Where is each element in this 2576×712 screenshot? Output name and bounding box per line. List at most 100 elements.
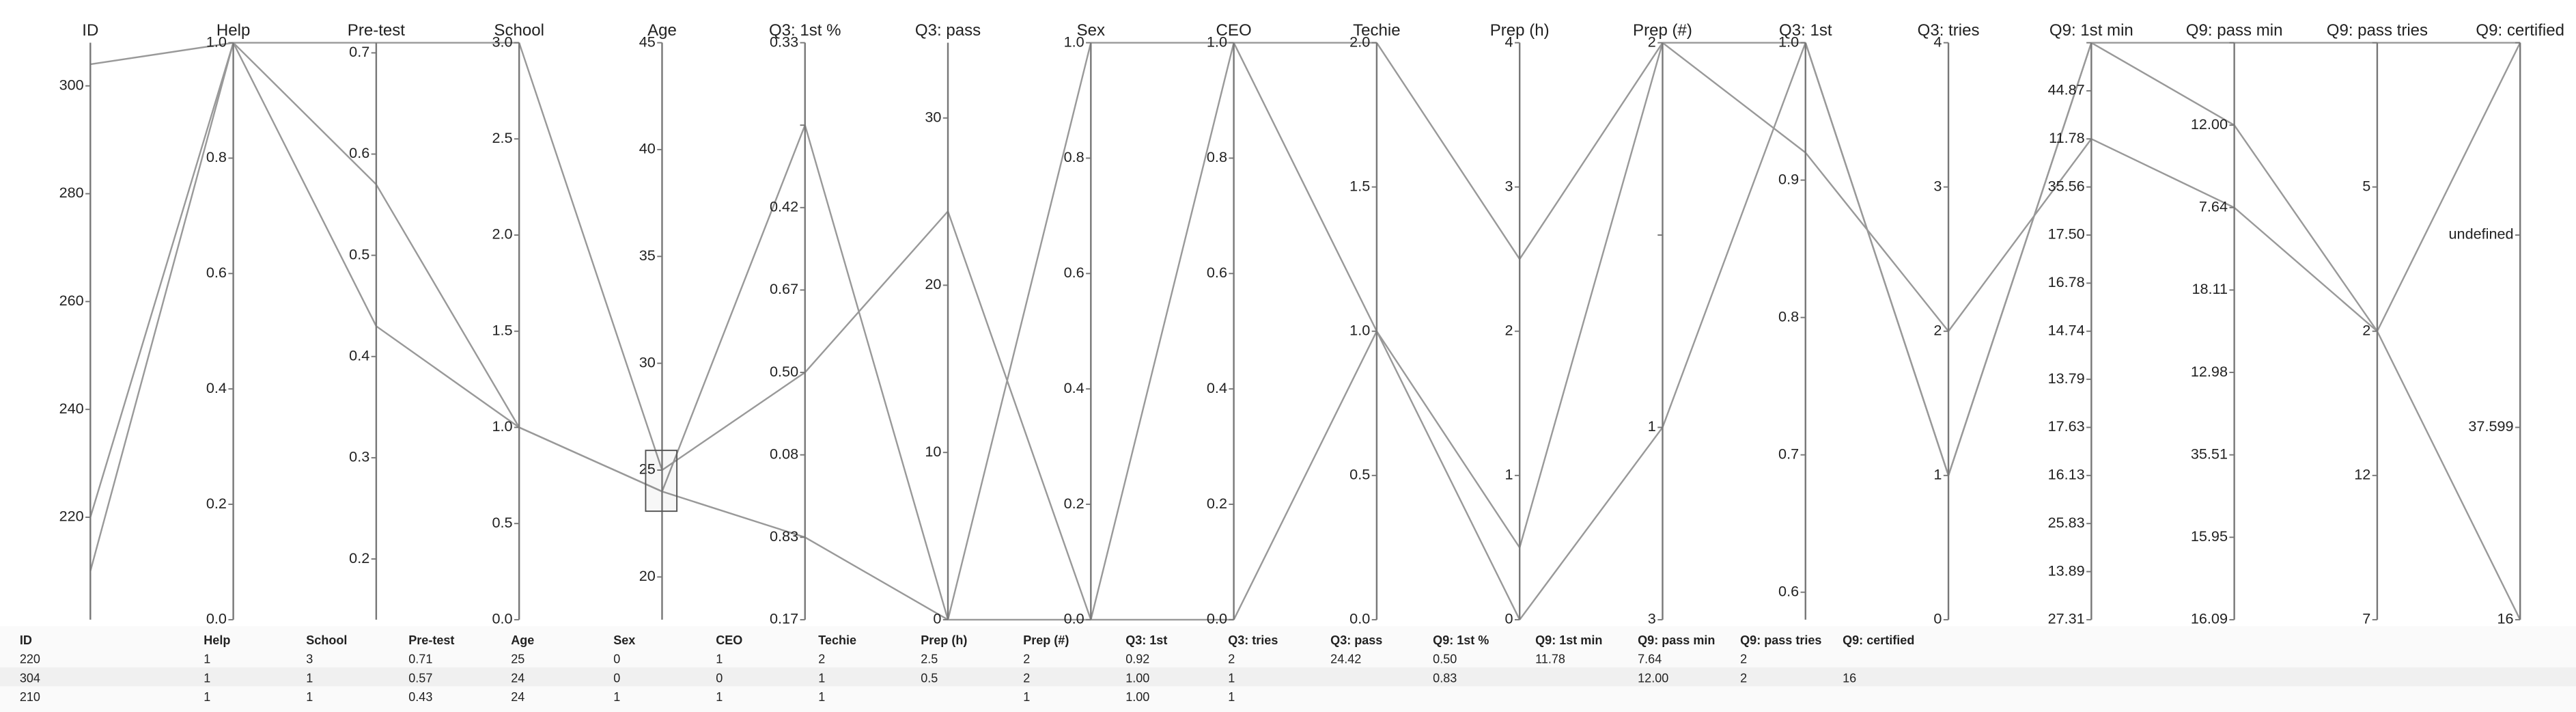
table-header: Techie bbox=[818, 633, 856, 647]
tick-label: 3 bbox=[1505, 177, 1513, 194]
tick-label: 30 bbox=[925, 108, 941, 125]
tick-label: 1.5 bbox=[492, 321, 512, 338]
table-header: Q9: pass tries bbox=[1740, 633, 1821, 647]
table-cell: 1 bbox=[716, 653, 723, 666]
table-header: Prep (h) bbox=[921, 633, 967, 647]
polyline-segment bbox=[232, 42, 377, 185]
polyline-segment bbox=[1947, 42, 2092, 476]
table-cell: 0.57 bbox=[408, 671, 432, 685]
tick-label: 7 bbox=[2362, 610, 2370, 627]
polyline-segment bbox=[2376, 42, 2521, 332]
table-cell: 1 bbox=[306, 690, 313, 704]
table-cell: 1 bbox=[716, 690, 723, 704]
tick-label: 0.0 bbox=[1207, 610, 1227, 627]
polyline-segment bbox=[1804, 42, 1950, 476]
tick-label: 27.31 bbox=[2048, 610, 2085, 627]
tick-label: 0.7 bbox=[1778, 445, 1799, 462]
tick-label: 17.63 bbox=[2048, 417, 2085, 435]
tick-label: 0.42 bbox=[770, 198, 798, 215]
tick-label: 0.6 bbox=[349, 144, 369, 161]
polyline-segment bbox=[1804, 152, 1949, 332]
tick-label: 0.17 bbox=[770, 610, 798, 627]
tick-label: 0.0 bbox=[1349, 610, 1370, 627]
table-cell: 1.00 bbox=[1125, 690, 1149, 704]
tick-label: 0.0 bbox=[206, 610, 227, 627]
table-header: ID bbox=[20, 633, 32, 647]
tick-label: 0.5 bbox=[349, 245, 369, 262]
tick-label: 2 bbox=[2362, 321, 2370, 338]
table-cell: 7.64 bbox=[1638, 653, 1662, 666]
table-cell: 210 bbox=[20, 690, 40, 704]
brush-selection[interactable] bbox=[645, 450, 678, 512]
table-cell: 1 bbox=[1228, 690, 1235, 704]
tick-label: 0.4 bbox=[1207, 379, 1227, 396]
table-cell: 3 bbox=[306, 653, 313, 666]
axis-title: Sex bbox=[1077, 21, 1105, 40]
table-header: Q3: tries bbox=[1228, 633, 1278, 647]
table-stripe bbox=[0, 667, 2576, 687]
axis-title: Q9: certified bbox=[2476, 21, 2564, 40]
axis-title: Q9: 1st min bbox=[2049, 21, 2133, 40]
table-header: Prep (#) bbox=[1023, 633, 1069, 647]
axis-title: ID bbox=[82, 21, 98, 40]
tick-label: 1.0 bbox=[1778, 33, 1799, 50]
polyline-segment bbox=[661, 124, 806, 492]
polyline-segment bbox=[2090, 138, 2235, 208]
axis-title: Techie bbox=[1353, 21, 1401, 40]
tick-label: 0 bbox=[1505, 610, 1513, 627]
tick-label: 4 bbox=[1505, 33, 1513, 50]
tick-label: 0.0 bbox=[1064, 610, 1084, 627]
polyline-segment bbox=[1233, 331, 1377, 620]
tick-label: 0.4 bbox=[349, 346, 369, 364]
tick-label: 0.50 bbox=[770, 363, 798, 380]
axis-title: Q9: pass min bbox=[2186, 21, 2283, 40]
polyline-segment bbox=[89, 42, 234, 572]
table-cell: 2 bbox=[1023, 671, 1030, 685]
tick-label: 0.8 bbox=[206, 148, 227, 165]
table-cell: 1 bbox=[1228, 671, 1235, 685]
tick-label: 0.33 bbox=[770, 33, 798, 50]
tick-label: 16.09 bbox=[2191, 610, 2228, 627]
polyline-segment bbox=[1233, 42, 1377, 332]
table-header: Age bbox=[511, 633, 534, 647]
polyline-segment bbox=[376, 325, 520, 428]
tick-label: 20 bbox=[925, 275, 941, 292]
polyline-segment bbox=[1090, 42, 1235, 620]
axis-title: Q3: 1st % bbox=[769, 21, 841, 40]
polyline-segment bbox=[1519, 42, 1664, 548]
tick-label: 0.6 bbox=[1064, 264, 1084, 281]
axis-title: Prep (#) bbox=[1633, 21, 1692, 40]
tick-label: 16.78 bbox=[2048, 273, 2085, 290]
polyline-segment bbox=[2090, 42, 2235, 126]
polyline-segment bbox=[947, 42, 1092, 620]
tick-label: 16 bbox=[2497, 610, 2514, 627]
polyline-segment bbox=[1519, 426, 1664, 620]
tick-label: 45 bbox=[639, 33, 656, 50]
tick-label: 2 bbox=[1648, 33, 1656, 50]
table-cell: 2 bbox=[818, 653, 825, 666]
table-cell: 1 bbox=[818, 690, 825, 704]
table-cell: 0.43 bbox=[408, 690, 432, 704]
table-cell: 0.5 bbox=[921, 671, 938, 685]
polylines bbox=[89, 42, 2521, 621]
table-cell: 24.42 bbox=[1330, 653, 1361, 666]
table-header: Pre-test bbox=[408, 633, 454, 647]
tick-label: 5 bbox=[2362, 177, 2370, 194]
table-cell: 2 bbox=[1740, 671, 1747, 685]
tick-label: 13.89 bbox=[2048, 562, 2085, 579]
polyline-segment bbox=[518, 426, 662, 493]
tick-label: 0.0 bbox=[492, 610, 512, 627]
table-cell: 16 bbox=[1843, 671, 1856, 685]
tick-label: 35 bbox=[639, 247, 656, 264]
tick-label: 240 bbox=[59, 400, 84, 417]
polyline-segment bbox=[375, 184, 520, 428]
tick-label: 260 bbox=[59, 292, 84, 309]
tick-label: 0.2 bbox=[349, 549, 369, 566]
tick-label: 2 bbox=[1933, 321, 1942, 338]
tick-label: 13.79 bbox=[2048, 370, 2085, 387]
tick-label: 25.83 bbox=[2048, 514, 2085, 531]
axes: ID220240260280300Help0.00.20.40.60.81.0P… bbox=[59, 21, 2564, 627]
polyline-segment bbox=[661, 372, 806, 471]
table-cell: 2 bbox=[1228, 653, 1235, 666]
tick-label: 15.95 bbox=[2191, 528, 2228, 545]
